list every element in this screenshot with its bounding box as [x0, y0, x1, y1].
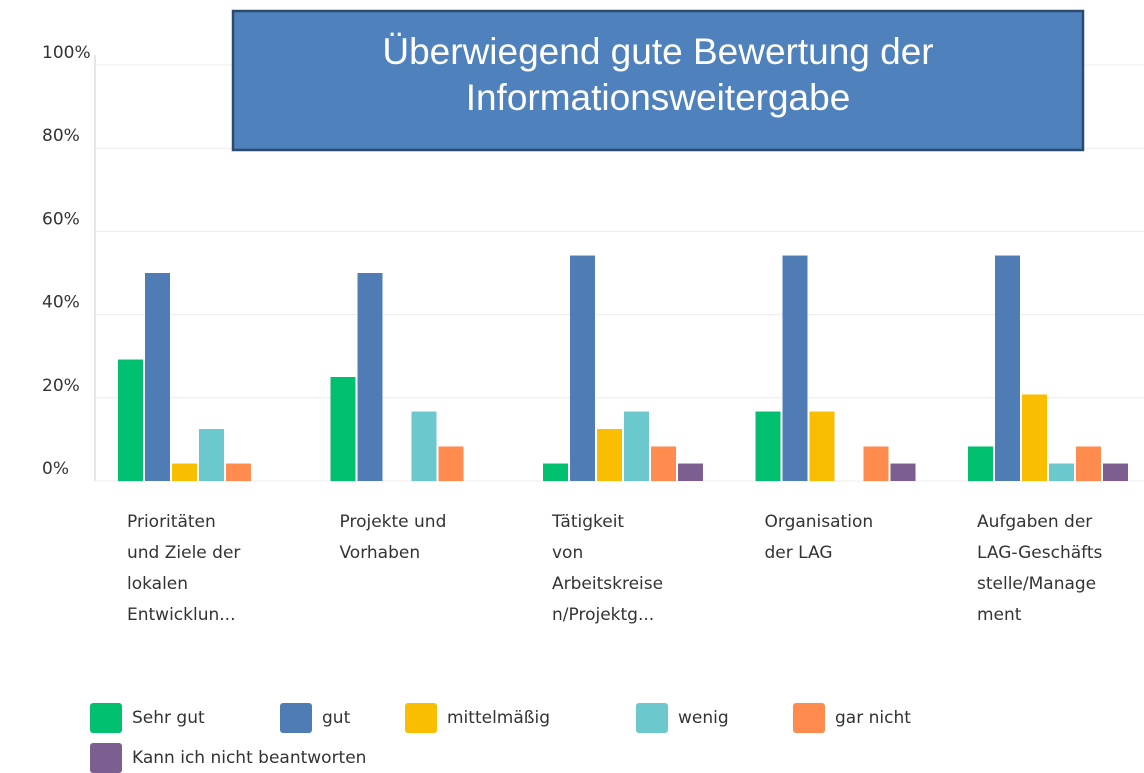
bar: [1049, 463, 1074, 481]
x-tick-label: Projekte und Vorhaben: [340, 512, 447, 563]
bar: [172, 463, 197, 481]
bar: [543, 463, 568, 481]
bar: [357, 273, 383, 481]
bar: [863, 446, 889, 481]
bar: [968, 446, 993, 481]
y-tick-label: 20%: [42, 376, 80, 396]
bar: [678, 463, 703, 481]
y-tick-label: 100%: [42, 43, 91, 63]
bar: [755, 411, 781, 481]
legend-label: Sehr gut: [132, 708, 205, 728]
x-tick-label: Prioritäten und Ziele der lokalen Entwicklu…: [127, 512, 240, 625]
y-tick-label: 0%: [42, 459, 69, 479]
legend-label: mittelmäßig: [447, 708, 550, 728]
chart-title: Überwiegend gute Bewertung der Informatio…: [382, 31, 933, 118]
bar: [570, 255, 595, 481]
x-tick-label: Organisation der LAG: [765, 512, 874, 563]
bar: [809, 411, 835, 481]
title-box: [231, 9, 1085, 152]
legend-swatch: [90, 743, 122, 773]
bar: [1103, 463, 1128, 481]
bar: [145, 273, 170, 481]
bar: [651, 446, 676, 481]
bar: [995, 255, 1020, 481]
x-tick-label: Aufgaben der LAG-Geschäfts stelle/Manage me…: [977, 512, 1103, 625]
y-tick-label: 80%: [42, 126, 80, 146]
bar: [1076, 446, 1101, 481]
bar: [330, 377, 356, 481]
legend-swatch: [636, 703, 668, 733]
x-tick-label: Tätigkeit von Arbeitskreise n/Projektg...: [551, 512, 663, 625]
y-tick-label: 60%: [42, 209, 80, 229]
legend-swatch: [405, 703, 437, 733]
bar: [411, 411, 437, 481]
legend-label: gar nicht: [835, 708, 911, 728]
bar: [624, 411, 649, 481]
bar: [890, 463, 916, 481]
y-tick-label: 40%: [42, 293, 80, 313]
legend-swatch: [280, 703, 312, 733]
bar: [199, 429, 224, 481]
legend-label: wenig: [678, 708, 729, 728]
bar: [226, 463, 251, 481]
legend-label: gut: [322, 708, 351, 728]
bar: [1022, 394, 1047, 481]
bar: [597, 429, 622, 481]
bar: [782, 255, 808, 481]
legend-label: Kann ich nicht beantworten: [132, 748, 366, 768]
legend-swatch: [90, 703, 122, 733]
bar: [438, 446, 464, 481]
bar: [118, 359, 143, 481]
legend-swatch: [793, 703, 825, 733]
